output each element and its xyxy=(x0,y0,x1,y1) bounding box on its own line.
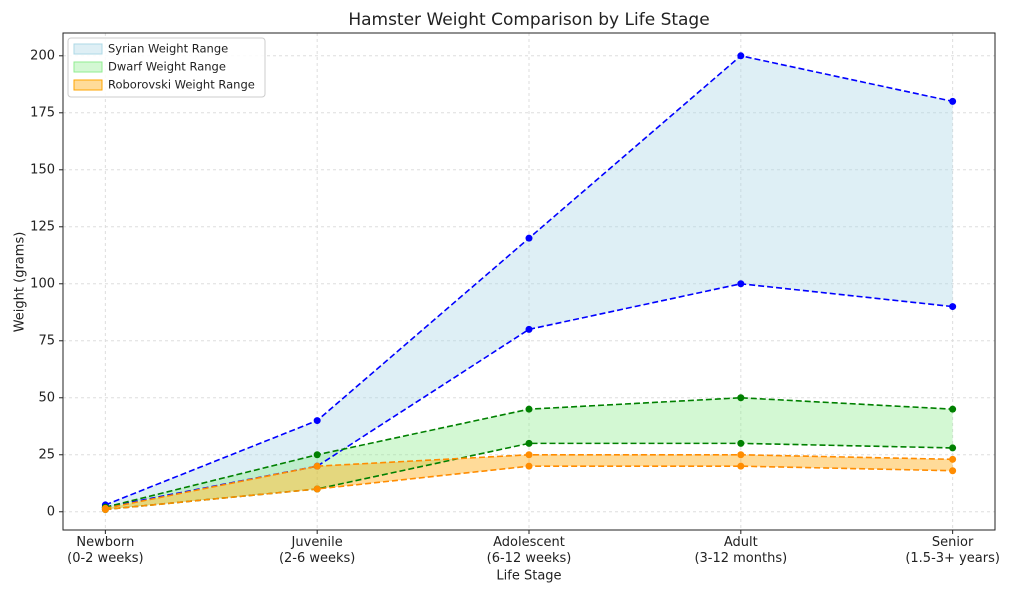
point xyxy=(313,451,321,459)
point xyxy=(525,439,533,447)
range-line xyxy=(105,442,953,511)
legend-swatch xyxy=(73,43,103,55)
point xyxy=(525,325,533,333)
y-tick-label: 100 xyxy=(30,276,55,291)
y-tick-label: 25 xyxy=(38,447,55,462)
y-tick-label: 75 xyxy=(38,333,55,348)
y-tick-label: 0 xyxy=(47,504,55,519)
legend-box xyxy=(67,37,266,98)
legend-swatch xyxy=(73,61,103,73)
x-axis-label: Life Stage xyxy=(496,569,561,584)
point xyxy=(525,405,533,413)
x-tick-label: Adolescent (6-12 weeks) xyxy=(486,535,572,566)
point xyxy=(737,462,745,470)
point xyxy=(101,504,109,512)
point xyxy=(949,455,957,463)
point xyxy=(737,451,745,459)
legend-swatch xyxy=(73,79,103,91)
point xyxy=(737,439,745,447)
x-tick-label: Juvenile (2-6 weeks) xyxy=(278,535,356,566)
chart-title: Hamster Weight Comparison by Life Stage xyxy=(348,10,709,30)
point xyxy=(949,444,957,452)
point xyxy=(949,405,957,413)
point xyxy=(313,417,321,425)
y-tick-label: 150 xyxy=(30,162,55,177)
y-tick-label: 175 xyxy=(30,105,55,120)
range-area xyxy=(105,55,953,508)
point xyxy=(313,485,321,493)
range-area xyxy=(105,397,953,510)
y-tick-label: 50 xyxy=(38,390,55,405)
plot-frame xyxy=(62,32,996,531)
x-tick-label: Senior (1.5-3+ years) xyxy=(905,535,1000,566)
y-tick-label: 200 xyxy=(30,48,55,63)
point xyxy=(737,280,745,288)
point xyxy=(525,462,533,470)
point xyxy=(525,234,533,242)
point xyxy=(949,97,957,105)
y-tick-label: 125 xyxy=(30,219,55,234)
point xyxy=(737,52,745,60)
point xyxy=(737,394,745,402)
legend-label: Syrian Weight Range xyxy=(108,42,228,56)
point xyxy=(949,467,957,475)
point xyxy=(525,451,533,459)
point xyxy=(313,462,321,470)
legend-label: Dwarf Weight Range xyxy=(108,60,226,74)
point xyxy=(949,303,957,311)
x-tick-label: Adult (3-12 months) xyxy=(694,535,788,566)
y-axis-label: Weight (grams) xyxy=(13,232,28,333)
x-tick-label: Newborn (0-2 weeks) xyxy=(67,535,144,566)
legend-label: Roborovski Weight Range xyxy=(108,78,255,92)
